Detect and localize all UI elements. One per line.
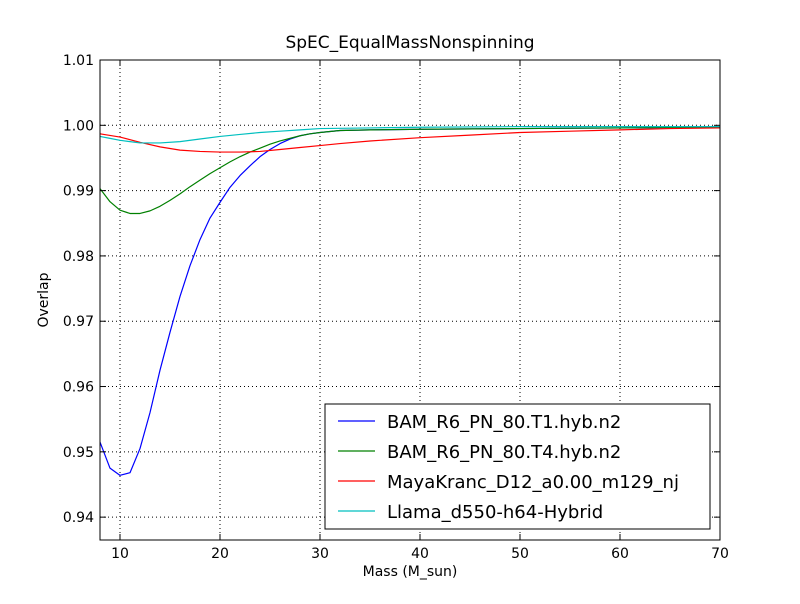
y-tick-label: 1.01 [63, 53, 94, 69]
x-tick-label: 30 [311, 546, 329, 562]
x-axis-label: Mass (M_sun) [363, 564, 458, 580]
y-tick-label: 1.00 [63, 118, 94, 134]
y-tick-label: 0.94 [63, 510, 94, 526]
series-line [99, 127, 721, 153]
x-tick-label: 60 [611, 546, 629, 562]
x-tick-label: 70 [711, 546, 729, 562]
y-tick-label: 0.99 [63, 184, 94, 200]
series-line [99, 126, 720, 144]
legend-label: MayaKranc_D12_a0.00_m129_nj [387, 472, 679, 493]
y-tick-label: 0.95 [63, 445, 94, 461]
legend-label: BAM_R6_PN_80.T1.hyb.n2 [387, 412, 621, 433]
chart-title: SpEC_EqualMassNonspinning [285, 33, 534, 53]
plot-frame [99, 59, 721, 541]
y-tick-label: 0.96 [63, 380, 94, 396]
axis-ticks: 10 20 30 40 50 60 70 0.94 0.95 0.96 0.97 0.98 0.99 1.… [63, 53, 729, 562]
legend-box [324, 403, 711, 530]
series-lines [99, 126, 721, 476]
x-tick-label: 10 [111, 546, 129, 562]
y-tick-label: 0.97 [63, 314, 94, 330]
x-tick-label: 50 [511, 546, 529, 562]
legend-label: BAM_R6_PN_80.T4.hyb.n2 [387, 442, 621, 463]
x-tick-label: 40 [411, 546, 429, 562]
y-tick-label: 0.98 [63, 249, 94, 265]
legend-label: Llama_d550-h64-Hybrid [387, 502, 603, 523]
x-tick-label: 20 [211, 546, 229, 562]
legend-items: BAM_R6_PN_80.T1.hyb.n2 BAM_R6_PN_80.T4.hy… [338, 412, 679, 523]
legend: BAM_R6_PN_80.T1.hyb.n2 BAM_R6_PN_80.T4.hy… [324, 403, 711, 530]
y-axis-label: Overlap [36, 272, 52, 327]
series-line [99, 126, 721, 215]
